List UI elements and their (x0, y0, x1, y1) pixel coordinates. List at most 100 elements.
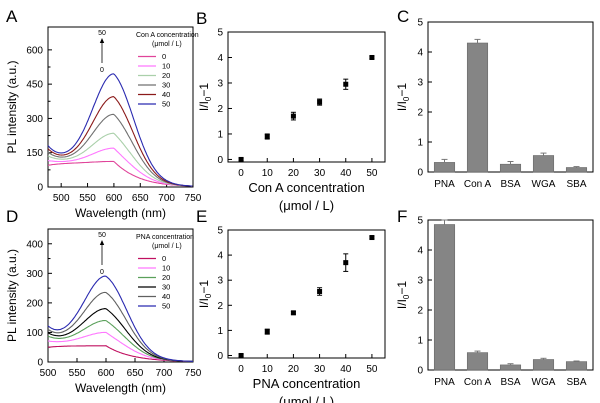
arrow-head (99, 240, 105, 245)
x-tick-label: Con A (464, 179, 492, 190)
data-point (369, 54, 375, 60)
y-axis-label: I/I0−1 (395, 83, 411, 111)
panel-label-b: B (196, 9, 207, 28)
y-tick-label: 0 (37, 358, 43, 369)
x-tick-label: 750 (185, 193, 202, 204)
bar-pna (433, 224, 456, 371)
y-tick-label: 4 (417, 246, 423, 257)
y-axis-label: PL intensity (a.u.) (5, 61, 19, 154)
x-tick-label: 700 (158, 193, 175, 204)
x-tick-label: 10 (262, 168, 274, 179)
legend-title-unit: (μmol / L) (152, 243, 182, 250)
arrow-label-bottom: 0 (100, 269, 104, 276)
series-line-20 (47, 132, 193, 187)
bar-pna (433, 162, 456, 173)
arrow-label-top: 50 (98, 232, 106, 239)
plot-frame (47, 228, 194, 363)
data-point (290, 113, 296, 119)
legend-entry: 50 (162, 100, 170, 109)
bar-sba (565, 167, 588, 173)
bar-bsa (499, 364, 522, 371)
data-point (238, 352, 244, 358)
bar-wga (532, 155, 555, 173)
bar-con-a (466, 352, 489, 371)
x-axis-unit: (μmol / L) (279, 394, 334, 403)
y-tick-label: 4 (217, 53, 223, 64)
y-tick-label: 4 (217, 251, 223, 262)
legend-title-unit: (μmol / L) (152, 41, 182, 48)
data-point (264, 134, 270, 140)
legend-title: PNA concentration (136, 234, 194, 241)
y-tick-label: 0 (217, 351, 223, 362)
legend-entry: 20 (162, 273, 170, 282)
data-point (317, 99, 323, 105)
y-tick-label: 1 (217, 326, 223, 337)
panel-label-d: D (6, 207, 18, 226)
plot-frame (427, 21, 594, 173)
arrow-label-top: 50 (98, 30, 106, 37)
y-tick-label: 300 (26, 269, 43, 280)
x-tick-label: 650 (127, 368, 144, 379)
x-tick-label: 40 (340, 168, 352, 179)
legend-entry: 40 (162, 292, 170, 301)
panel-label-a: A (6, 7, 18, 26)
y-tick-label: 5 (417, 216, 423, 227)
x-tick-label: 500 (53, 193, 70, 204)
y-axis-label: I/I0−1 (197, 280, 213, 308)
series-line-0 (47, 345, 193, 362)
chart-c: 0 1 2 3 4 5 PNA Con A BSA WGA SBA I/I0−1 (395, 18, 594, 190)
series-line-40 (47, 96, 193, 187)
chart-f: 0 1 2 3 4 5 PNA Con A BSA WGA SBA I/I0−1 (395, 216, 594, 388)
y-axis-label: I/I0−1 (395, 281, 411, 309)
x-tick-label: 750 (185, 368, 202, 379)
y-tick-label: 300 (26, 114, 43, 125)
y-tick-label: 3 (217, 276, 223, 287)
x-axis-label: Con A concentration (248, 180, 364, 195)
y-tick-label: 2 (417, 108, 423, 119)
y-tick-label: 3 (217, 78, 223, 89)
panel-label-c: C (397, 7, 409, 26)
series-line-30 (47, 308, 194, 362)
y-tick-label: 0 (37, 183, 43, 194)
arrow-head (99, 38, 105, 43)
y-tick-label: 3 (417, 78, 423, 89)
y-tick-label: 400 (26, 239, 43, 250)
bar-sba (565, 361, 588, 371)
x-tick-label: 10 (262, 364, 274, 375)
plot-frame (227, 31, 386, 163)
y-tick-label: 0 (217, 155, 223, 166)
data-point (317, 288, 323, 294)
y-tick-label: 1 (417, 336, 423, 347)
y-axis-label: I/I0−1 (197, 83, 213, 111)
series-line-40 (47, 291, 193, 362)
legend-entry: 30 (162, 283, 170, 292)
y-tick-label: 1 (417, 138, 423, 149)
y-tick-label: 600 (26, 45, 43, 56)
x-tick-label: 600 (106, 193, 123, 204)
x-tick-label: 0 (238, 364, 244, 375)
y-tick-label: 5 (417, 18, 423, 29)
y-tick-label: 0 (417, 168, 423, 179)
plot-frame (47, 26, 194, 188)
y-tick-label: 0 (417, 366, 423, 377)
y-axis-label: PL intensity (a.u.) (5, 249, 19, 342)
x-tick-label: BSA (500, 179, 520, 190)
x-tick-label: 600 (98, 368, 115, 379)
x-tick-label: 40 (340, 364, 352, 375)
x-tick-label: 500 (40, 368, 57, 379)
data-point (238, 156, 244, 162)
x-tick-label: 700 (156, 368, 173, 379)
y-tick-label: 5 (217, 28, 223, 39)
y-tick-label: 2 (217, 104, 223, 115)
y-tick-label: 1 (217, 129, 223, 140)
data-point (369, 235, 375, 241)
x-tick-label: Con A (464, 377, 492, 388)
panel-label-e: E (196, 207, 207, 226)
x-axis-unit: (μmol / L) (279, 198, 334, 213)
arrow-label-bottom: 0 (100, 67, 104, 74)
x-tick-label: PNA (434, 179, 455, 190)
